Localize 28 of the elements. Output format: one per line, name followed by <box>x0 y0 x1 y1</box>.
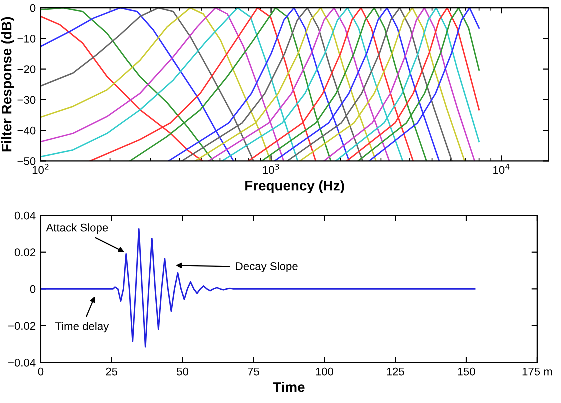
x-tick-label: 150 <box>458 368 476 376</box>
y-tick-label: −50 <box>18 157 36 166</box>
x-tick-label: 10$^{3}$ <box>263 164 280 174</box>
x-tick-label: 50 <box>177 368 189 376</box>
x-tick-label: 100 <box>316 368 334 376</box>
x-tick-label: 0 <box>38 368 44 376</box>
y-tick-label: −20 <box>18 66 36 74</box>
x-axis-title: Time <box>273 382 305 392</box>
y-tick-label: 0 <box>30 4 36 12</box>
x-tick-label: 10$^{2}$ <box>32 164 49 174</box>
annotation: Time delay <box>55 322 110 333</box>
y-tick-label: −0.02 <box>8 322 36 330</box>
y-tick-label: −40 <box>18 126 36 135</box>
x-tick-label: 10$^{4}$ <box>494 164 510 174</box>
x-axis-title: Frequency (Hz) <box>246 180 344 194</box>
y-axis-title: Filter Response (dB) <box>2 17 14 152</box>
y-tick-label: −30 <box>18 96 36 104</box>
x-tick-label: 25 <box>106 368 118 376</box>
x-tick-label: 125 <box>387 368 404 376</box>
annotation: Attack Slope <box>46 224 108 234</box>
y-tick-label: 0 <box>30 285 36 294</box>
y-tick-label: −0.04 <box>8 358 36 367</box>
x-tick-label: 75 <box>248 368 260 376</box>
annotation: Decay Slope <box>236 262 298 273</box>
y-tick-label: 0.04 <box>14 212 36 220</box>
y-tick-label: −10 <box>18 34 36 43</box>
x-tick-label: 175 m <box>522 368 552 376</box>
y-tick-label: 0.02 <box>14 248 36 257</box>
